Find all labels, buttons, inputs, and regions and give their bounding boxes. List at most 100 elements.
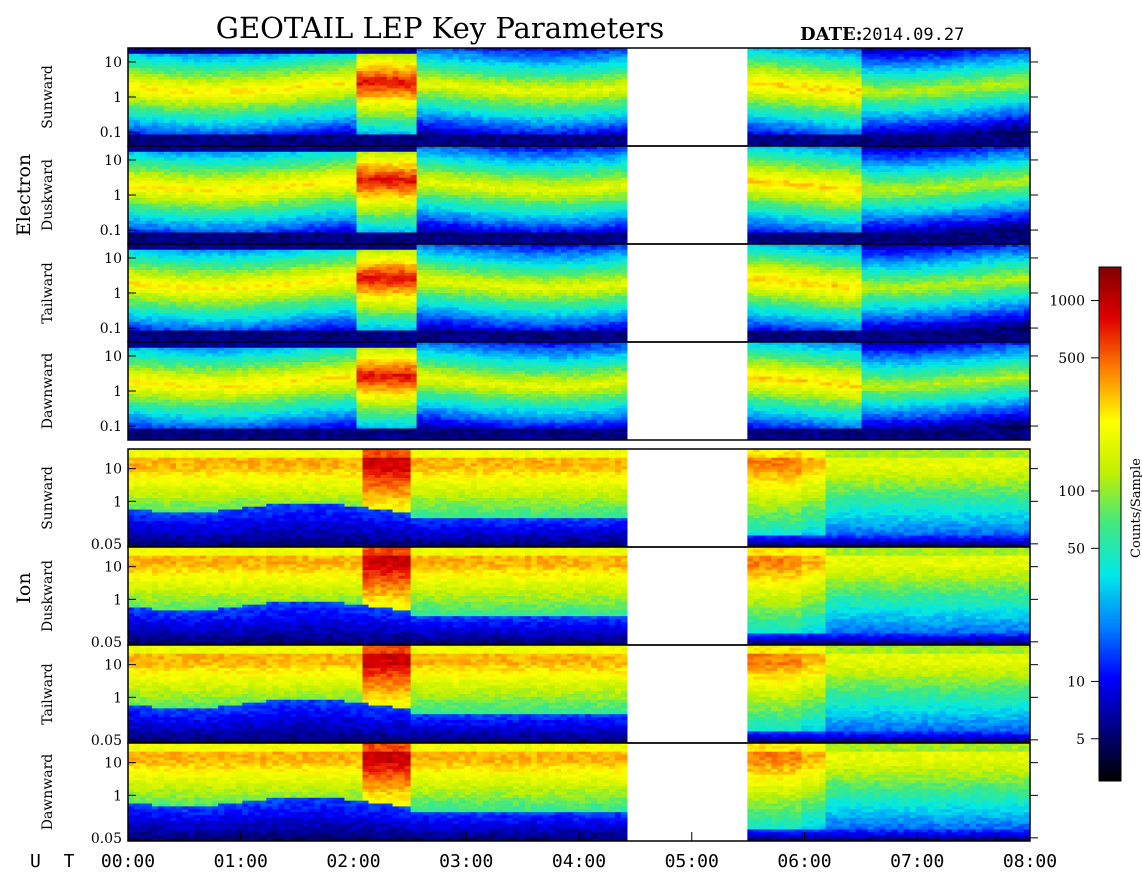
heatmap-cell [386,79,393,83]
heatmap-cell [777,120,784,124]
heatmap-cell [350,91,357,95]
heatmap-cell [362,85,369,89]
heatmap-cell [212,94,219,98]
heatmap-cell [314,120,321,124]
heatmap-cell [530,76,538,81]
heatmap-cell [512,53,520,58]
heatmap-cell [927,128,935,132]
heatmap-cell [350,131,357,135]
heatmap-cell [206,65,213,69]
heatmap-cell [260,53,267,58]
heatmap-cell [831,108,838,112]
heatmap-cell [524,65,532,69]
heatmap-cell [200,94,207,98]
heatmap-cell [254,125,261,130]
heatmap-cell [230,68,237,72]
heatmap-cell [176,232,183,236]
heatmap-cell [374,94,381,98]
heatmap-cell [1011,131,1019,135]
heatmap-cell [795,125,802,130]
heatmap-cell [1023,128,1031,132]
heatmap-cell [170,94,177,98]
heatmap-cell [548,140,556,144]
heatmap-cell [164,223,171,228]
heatmap-cell [843,102,850,107]
heatmap-cell [795,82,802,86]
heatmap-cell [933,117,941,121]
heatmap-cell [302,71,309,75]
heatmap-cell [266,108,273,112]
heatmap-cell [332,94,339,98]
heatmap-cell [861,122,869,127]
heatmap-cell [224,97,231,101]
heatmap-cell [200,186,207,190]
heatmap-cell [290,50,297,55]
heatmap-cell [927,120,935,124]
heatmap-cell [290,99,297,104]
heatmap-cell [927,122,935,127]
heatmap-cell [182,197,189,202]
heatmap-cell [170,218,177,222]
heatmap-cell [188,229,195,233]
heatmap-cell [825,122,832,127]
heatmap-cell [434,122,442,127]
heatmap-cell [885,59,893,63]
heatmap-cell [236,140,243,144]
heatmap-cell [386,59,393,63]
heatmap-cell [254,91,261,95]
heatmap-cell [566,102,574,107]
heatmap-cell [452,128,460,132]
heatmap-cell [224,71,231,75]
heatmap-cell [134,102,141,107]
heatmap-cell [789,120,796,124]
heatmap-cell [621,53,628,58]
heatmap-cell [248,128,255,132]
heatmap-cell [518,131,526,135]
heatmap-cell [290,65,297,69]
heatmap-cell [320,122,327,127]
heatmap-cell [476,68,484,72]
heatmap-cell [506,125,514,130]
heatmap-cell [825,59,832,63]
heatmap-cell [152,91,159,95]
heatmap-cell [891,131,899,135]
heatmap-cell [855,137,863,141]
heatmap-cell [284,108,291,112]
heatmap-cell [446,88,454,92]
heatmap-cell [753,143,760,147]
heatmap-cell [849,125,857,130]
heatmap-cell [182,94,189,98]
heatmap-cell [747,62,754,66]
heatmap-cell [476,128,484,132]
heatmap-cell [182,48,189,52]
heatmap-cell [566,111,574,115]
heatmap-cell [128,226,135,230]
heatmap-cell [158,140,165,144]
heatmap-cell [765,53,772,58]
heatmap-cell [380,91,387,95]
heatmap-cell [783,137,790,141]
heatmap-cell [843,122,850,127]
heatmap-cell [801,50,808,55]
heatmap-cell [416,56,424,60]
heatmap-cell [434,102,442,107]
heatmap-cell [458,62,466,66]
heatmap-cell [182,177,189,181]
heatmap-cell [194,99,201,104]
heatmap-cell [771,111,778,115]
heatmap-cell [1011,99,1019,104]
heatmap-cell [164,82,171,86]
heatmap-cell [536,134,544,138]
heatmap-cell [428,114,436,118]
heatmap-cell [290,73,297,78]
heatmap-cell [254,122,261,127]
heatmap-cell [134,68,141,72]
heatmap-cell [218,50,225,55]
heatmap-cell [164,166,171,170]
heatmap-cell [921,102,929,107]
heatmap-cell [140,215,147,219]
heatmap-cell [488,125,496,130]
heatmap-cell [356,140,363,144]
heatmap-cell [344,117,351,121]
heatmap-cell [524,102,532,107]
